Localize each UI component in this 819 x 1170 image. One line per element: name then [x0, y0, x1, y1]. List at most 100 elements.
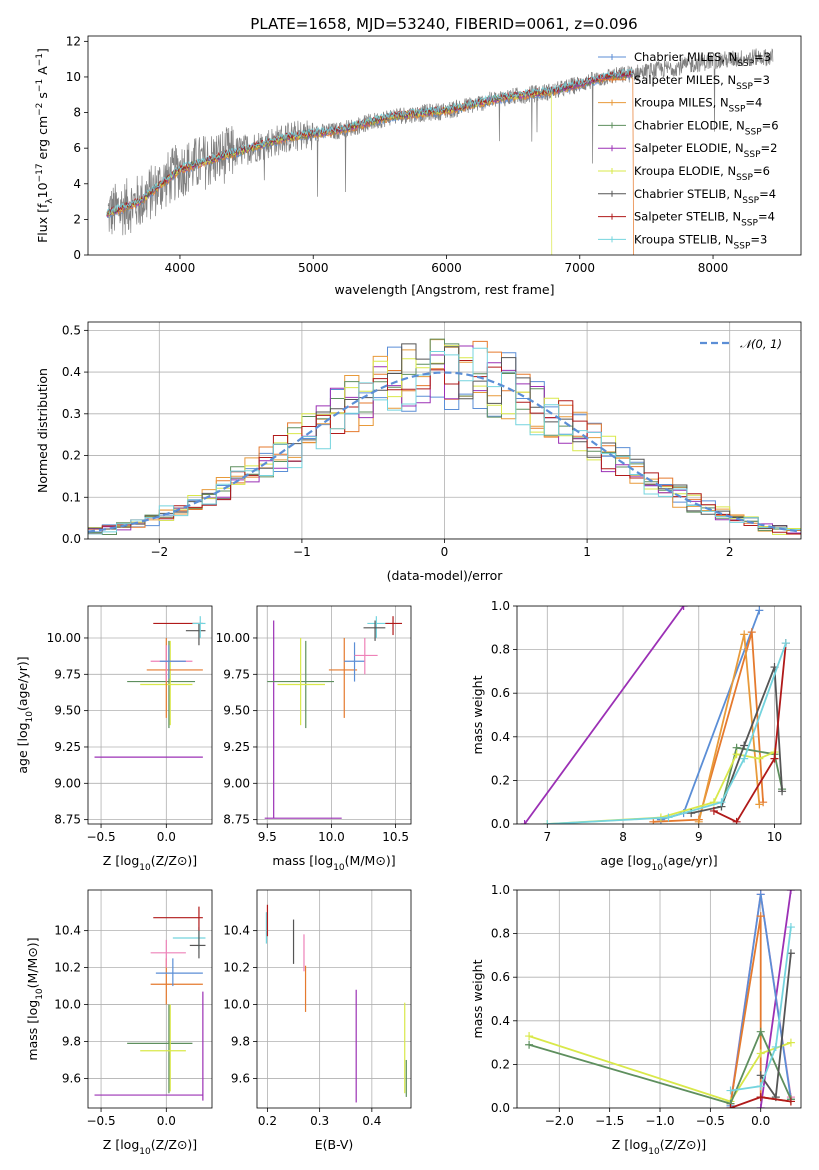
mass-vs-Z-xlabel: Z [log10(Z/Z⊙)] — [103, 1137, 197, 1157]
age-vs-Z-ylabel: age [log10(age/yr)] — [15, 656, 35, 773]
mass-weight-line — [653, 631, 764, 823]
spectrum-model-line — [106, 68, 634, 215]
mass-weight-marker — [756, 1049, 765, 1058]
spectrum-legend: Chabrier MILES, NSSP=3 Salpeter MILES, NS… — [598, 50, 779, 251]
age-vs-mass-xlabel: mass [log10(M/M⊙)] — [272, 853, 395, 873]
mass-vs-ebv-panel-ytick-label: 10.0 — [223, 998, 250, 1012]
residual-panel-ytick-label: 0.4 — [62, 365, 81, 379]
error-bar-point — [155, 958, 203, 987]
mass-weight-marker — [525, 1032, 534, 1041]
age-vs-mass-panel-ytick-label: 9.50 — [223, 704, 250, 718]
age-vs-metallicity-panel-ytick-label: 9.25 — [54, 740, 81, 754]
mass-weight-vs-metallicity-panel-ytick-label: 0.2 — [491, 1057, 510, 1071]
spectrum-panel-xtick-label: 6000 — [431, 261, 462, 275]
mass-vs-metallicity-panel-ytick-label: 9.6 — [62, 1071, 81, 1085]
age-vs-metallicity-panel-ytick-label: 8.75 — [54, 813, 81, 827]
age-vs-metallicity-panel-xtick-label: 0.0 — [157, 830, 176, 844]
error-bar-point — [264, 620, 342, 819]
mass-weight-marker — [709, 806, 718, 815]
mass-vs-Z-ylabel: mass [log10(M/M⊙)] — [25, 937, 45, 1060]
mass-weight-marker — [679, 606, 688, 610]
error-bar-point — [354, 637, 378, 675]
mass-vs-metallicity-panel-plot-area — [88, 890, 212, 1108]
legend-entry-label: Kroupa ELODIE, NSSP=6 — [634, 164, 770, 183]
mass-weight-vs-metallicity-panel: −2.0 −1.5 −1.0 −0.5 0.0 0.0 0.2 0.4 0.6 0.8 1.0 Z [… — [470, 883, 802, 1157]
mass-weight-vs-age-panel-ytick-label: 0.6 — [491, 686, 510, 700]
error-bar-point — [159, 645, 186, 679]
age-vs-metallicity-panel-ytick-label: 9.75 — [54, 667, 81, 681]
mass-weight-marker — [786, 923, 795, 932]
age-vs-metallicity-panel-ytick-label: 9.50 — [54, 704, 81, 718]
mass-weight-vs-metallicity-panel-ytick-label: 1.0 — [491, 883, 510, 897]
mass-weight-marker — [755, 606, 764, 615]
histogram-step-line — [88, 347, 801, 535]
mass-vs-metallicity-panel-frame — [87, 889, 213, 1109]
spectrum-panel-xtick-label: 7000 — [564, 261, 595, 275]
error-bar-point — [94, 756, 203, 758]
mass-vs-ebv-panel-xtick-label: 0.3 — [310, 1114, 329, 1128]
spectrum-panel-frame — [87, 35, 802, 256]
spectrum-panel-ytick-label: 10 — [66, 70, 81, 84]
mass-weight-marker — [525, 1040, 534, 1049]
mass-weight-marker — [759, 798, 768, 807]
mass-vs-ebv-panel-plot-area — [257, 890, 411, 1108]
residual-ylabel: Normed distribution — [35, 368, 50, 493]
spectrum-panel-xtick-label: 5000 — [298, 261, 329, 275]
error-bar-point — [344, 642, 365, 682]
mass-vs-ebv-panel-frame — [256, 889, 412, 1109]
mass-weight-vs-age-panel: 7 8 9 10 0.0 0.2 0.4 0.6 0.8 1.0 age [log10(age/yr… — [470, 599, 802, 873]
weight-vs-Z-ylabel: mass weight — [470, 959, 485, 1038]
age-vs-mass-panel-ytick-label: 10.00 — [216, 631, 250, 645]
spectrum-panel: 4000 5000 6000 7000 8000 0 2 4 6 8 10 12 wavelength … — [35, 34, 802, 297]
mass-weight-marker — [520, 820, 529, 824]
mass-weight-line — [523, 606, 685, 824]
mass-vs-ebv-panel-ytick-label: 10.4 — [223, 924, 250, 938]
legend-entry-label: Chabrier STELIB, NSSP=4 — [634, 187, 776, 206]
histogram-step-line — [88, 338, 801, 535]
mass-weight-line — [720, 746, 783, 807]
figure-title: PLATE=1658, MJD=53240, FIBERID=0061, z=0… — [250, 15, 637, 33]
age-vs-mass-panel: 9.5 10.0 10.5 8.75 9.00 9.25 9.50 9.75 10.00 mass… — [216, 605, 412, 873]
legend-entry-label: Chabrier ELODIE, NSSP=6 — [634, 118, 779, 137]
error-bar-point — [94, 991, 204, 1101]
mass-vs-metallicity-panel-ytick-label: 10.2 — [54, 961, 81, 975]
mass-vs-ebv-panel-ytick-label: 9.6 — [231, 1071, 250, 1085]
mass-weight-vs-age-panel-xtick-label: 8 — [619, 830, 627, 844]
error-bar-point — [140, 1004, 186, 1092]
mass-weight-marker — [755, 754, 764, 763]
legend-entry-label: Kroupa STELIB, NSSP=3 — [634, 232, 767, 251]
age-vs-metallicity-panel-xtick-label: −0.5 — [86, 830, 115, 844]
error-bar-point — [328, 637, 358, 718]
mass-weight-marker — [732, 750, 741, 759]
age-vs-mass-panel-xtick-label: 10.5 — [382, 830, 409, 844]
age-vs-mass-panel-frame — [256, 605, 412, 825]
mass-weight-vs-metallicity-panel-xtick-label: −1.0 — [645, 1114, 674, 1128]
error-bar-point — [189, 930, 206, 959]
residual-panel-ytick-label: 0.3 — [62, 407, 81, 421]
mass-weight-vs-metallicity-panel-plot-area — [517, 890, 801, 1108]
mass-vs-metallicity-panel-ytick-label: 10.4 — [54, 924, 81, 938]
error-bar-point — [277, 637, 326, 726]
residual-panel-xtick-label: 1 — [583, 545, 591, 559]
residual-panel: −2 −1 0 1 2 0.0 0.1 0.2 0.3 0.4 0.5 𝒩(0, 1) (data-mo… — [35, 321, 802, 583]
mass-weight-line — [547, 642, 787, 824]
error-bar-point — [153, 906, 203, 931]
error-bar-point — [150, 958, 203, 1005]
spectrum-model-line — [106, 72, 635, 255]
spectrum-model-line — [106, 87, 553, 255]
spectrum-panel-plot-area — [106, 48, 774, 255]
spectrum-panel-ytick-label: 2 — [73, 212, 81, 226]
residual-panel-xtick-label: 0 — [441, 545, 449, 559]
mass-weight-line — [713, 643, 787, 823]
mass-weight-vs-age-panel-ytick-label: 1.0 — [491, 599, 510, 613]
residual-panel-frame — [87, 321, 802, 540]
mass-weight-marker — [747, 628, 756, 637]
mass-weight-marker — [740, 741, 749, 750]
mass-weight-marker — [781, 639, 790, 648]
error-bar-point — [146, 637, 203, 718]
legend-entry-label: Salpeter STELIB, NSSP=4 — [634, 210, 775, 229]
mass-weight-vs-age-panel-xtick-label: 10 — [767, 830, 782, 844]
weight-vs-Z-xlabel: Z [log10(Z/Z⊙)] — [612, 1137, 706, 1157]
mass-weight-marker — [726, 1104, 735, 1108]
mass-weight-line — [528, 1029, 792, 1105]
